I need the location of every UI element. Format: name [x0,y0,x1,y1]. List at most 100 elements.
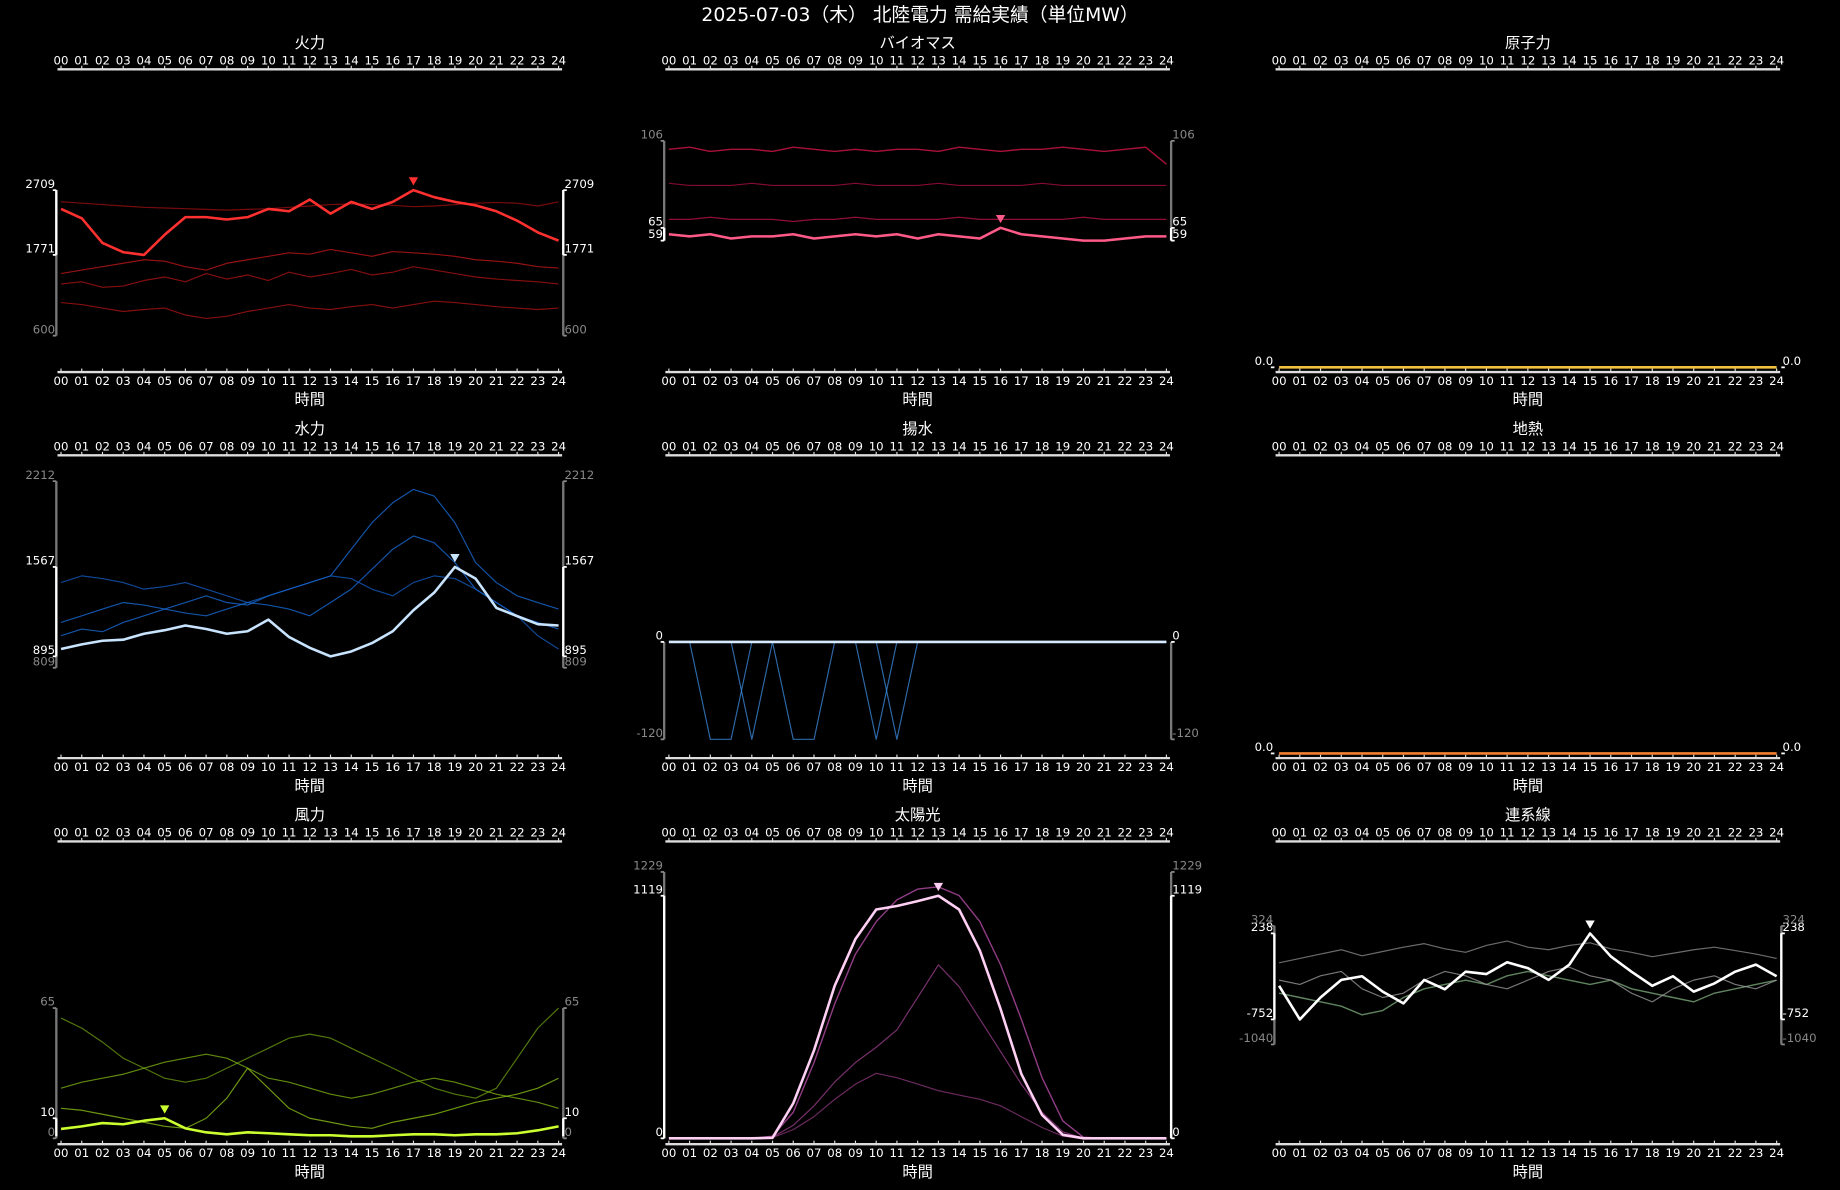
hour-label: 18 [1035,1146,1050,1160]
hour-label: 23 [530,374,545,388]
hour-label: 12 [1520,1146,1535,1160]
today-line [1277,932,1778,1021]
y-tick-label: 2709 [25,177,55,191]
hour-label: 19 [1055,826,1070,840]
hour-label: 10 [1479,826,1494,840]
y-tick-label: 106 [641,128,663,142]
y-tick-label: 1229 [633,859,663,873]
hour-label: 02 [1313,760,1328,774]
hour-label: 23 [1748,760,1763,774]
hour-label: 07 [807,440,822,454]
hour-label: 24 [551,54,566,68]
hour-label: 09 [848,374,863,388]
hour-label: 23 [1138,374,1153,388]
max-marker [408,177,419,186]
hour-label: 15 [365,54,380,68]
history-line [60,488,559,624]
hour-label: 16 [385,54,400,68]
today-line [668,894,1167,1140]
y-tick-label: 59 [1172,227,1187,241]
hour-label: 00 [54,54,69,68]
hour-label: 02 [703,440,718,454]
hour-label: 08 [1437,374,1452,388]
hour-label: 12 [910,1146,925,1160]
hour-label: 16 [993,374,1008,388]
hour-label: 20 [1076,760,1091,774]
hour-label: 02 [95,440,110,454]
hour-label: 08 [827,440,842,454]
hour-label: 05 [157,760,172,774]
hour-label: 21 [1707,1146,1722,1160]
hour-label: 04 [1355,374,1370,388]
y-tick-label: 10 [564,1105,579,1119]
hour-label: 03 [724,440,739,454]
y-tick-label: 2709 [564,177,594,191]
hour-label: 09 [1458,1146,1473,1160]
hour-label: 13 [323,440,338,454]
hour-label: 20 [468,1146,483,1160]
hour-label: 16 [385,440,400,454]
hour-label: 10 [261,826,276,840]
hour-label: 09 [1458,440,1473,454]
hour-label: 00 [661,54,676,68]
hour-label: 20 [468,760,483,774]
hour-label: 16 [993,440,1008,454]
hour-label: 08 [219,1146,234,1160]
hour-label: 20 [468,54,483,68]
hour-label: 14 [1562,826,1577,840]
hour-label: 03 [724,54,739,68]
hour-label: 10 [869,1146,884,1160]
hour-label: 07 [199,440,214,454]
hour-label: 16 [1603,760,1618,774]
hour-label: 04 [1355,54,1370,68]
history-line [668,1072,1167,1139]
hour-label: 08 [219,54,234,68]
hour-label: 15 [365,440,380,454]
hour-label: 23 [1748,440,1763,454]
hour-label: 15 [972,54,987,68]
hour-label: 10 [1479,1146,1494,1160]
hour-label: 06 [786,1146,801,1160]
hour-label: 12 [302,54,317,68]
hour-label: 17 [1624,440,1639,454]
hour-label: 22 [1118,54,1133,68]
hour-label: 06 [1396,1146,1411,1160]
hour-label: 19 [1666,1146,1681,1160]
hour-label: 08 [219,374,234,388]
y-tick-label: 1567 [564,554,594,568]
hour-label: 22 [1728,54,1743,68]
hour-label: 05 [765,760,780,774]
hour-label: 14 [1562,54,1577,68]
hour-label: 00 [54,374,69,388]
history-line [1278,966,1777,1003]
hour-label: 03 [116,54,131,68]
x-axis-label: 時間 [295,1163,326,1181]
hour-label: 22 [1118,440,1133,454]
hour-label: 21 [489,374,504,388]
y-tick-label: 0 [1172,1125,1179,1139]
hour-label: 05 [157,374,172,388]
hour-label: 13 [931,826,946,840]
hour-label: 02 [1313,374,1328,388]
hour-label: 16 [993,760,1008,774]
hour-label: 04 [136,826,151,840]
hour-label: 01 [74,54,89,68]
y-tick-label: 0 [564,1125,571,1139]
hour-label: 07 [807,1146,822,1160]
hour-label: 20 [468,826,483,840]
max-marker [933,882,944,892]
hour-label: 09 [240,760,255,774]
hour-label: 16 [1603,1146,1618,1160]
today-line [60,1116,559,1138]
hour-label: 23 [1138,54,1153,68]
hour-label: 21 [1707,826,1722,840]
hour-label: 15 [1583,760,1598,774]
hour-label: 03 [1334,1146,1349,1160]
hour-label: 24 [1769,826,1784,840]
hour-label: 03 [1334,826,1349,840]
chart-title: 太陽光 [895,806,941,824]
hour-label: 24 [551,374,566,388]
hour-label: 22 [1728,374,1743,388]
hour-label: 01 [1292,54,1307,68]
hour-label: 13 [323,374,338,388]
